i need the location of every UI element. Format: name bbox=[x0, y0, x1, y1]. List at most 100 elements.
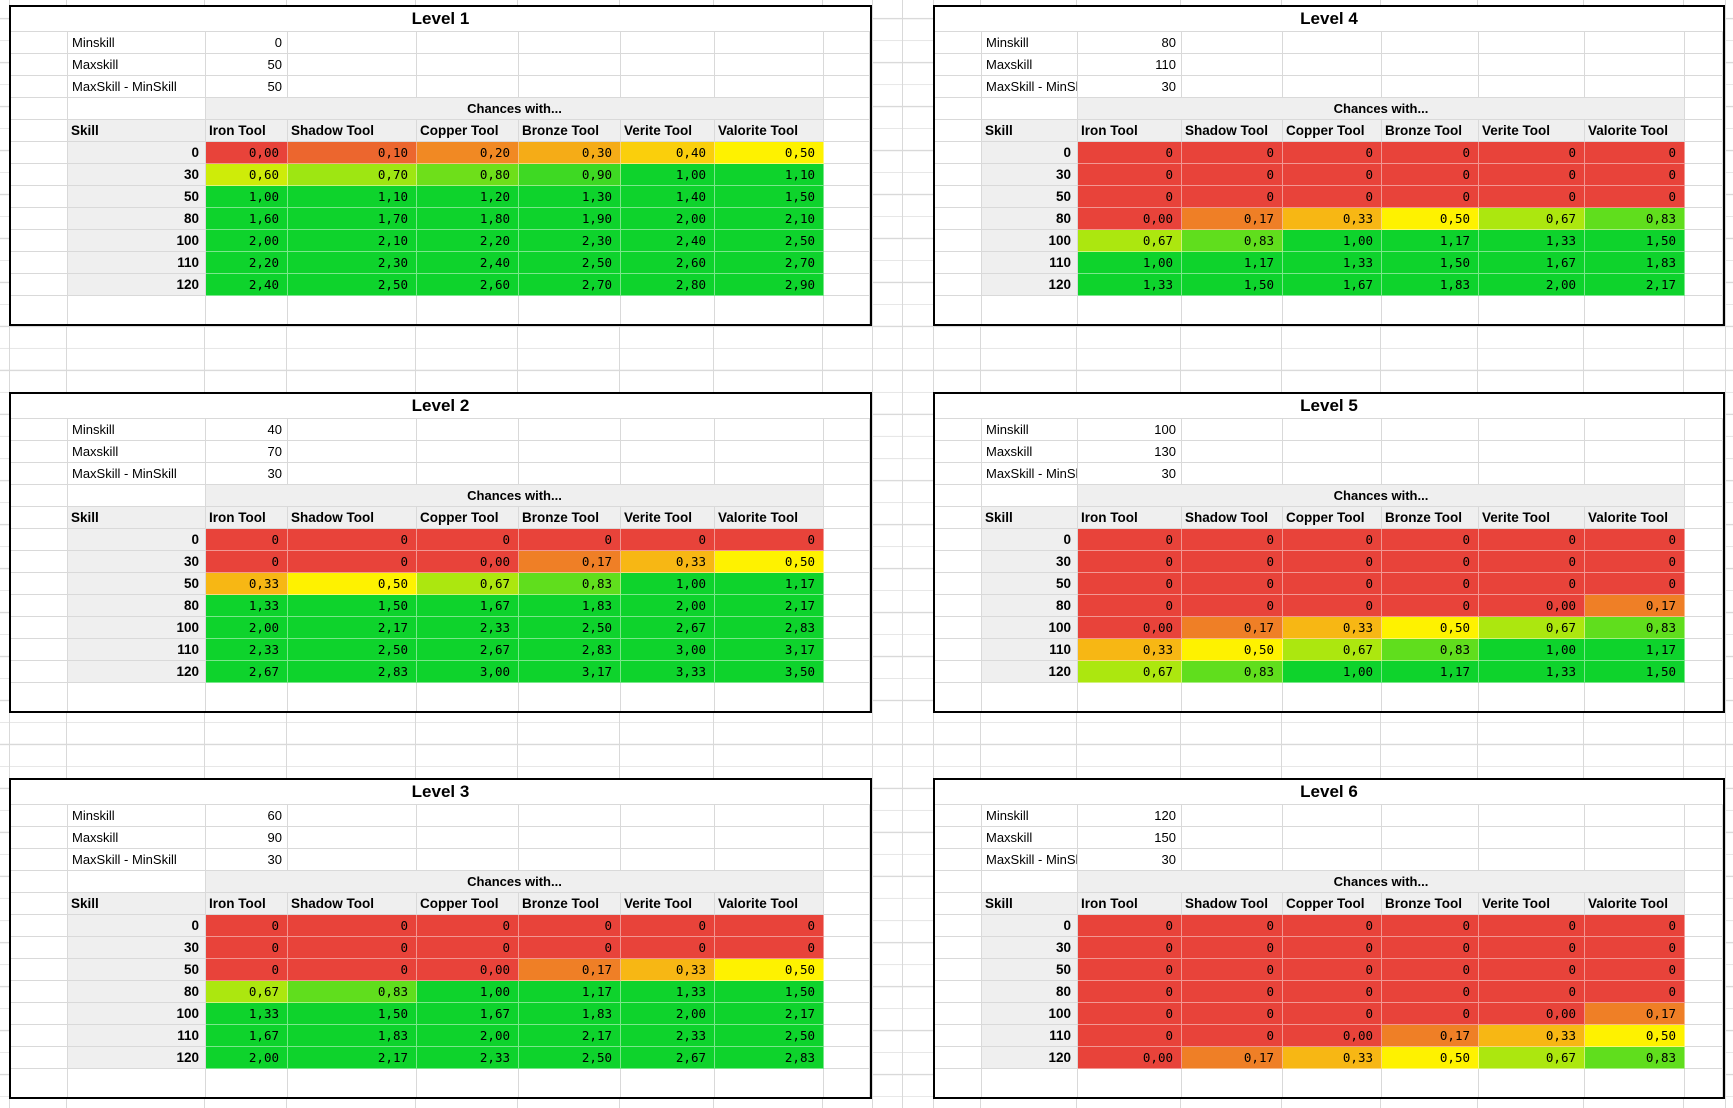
chance-cell[interactable]: 0,17 bbox=[1585, 595, 1685, 617]
chance-cell[interactable]: 1,50 bbox=[288, 1003, 417, 1025]
skill-row-header[interactable]: 120 bbox=[982, 661, 1078, 683]
chance-cell[interactable]: 0 bbox=[1078, 595, 1182, 617]
chance-cell[interactable]: 2,50 bbox=[715, 230, 824, 252]
chance-cell[interactable]: 0,60 bbox=[206, 164, 288, 186]
chance-cell[interactable]: 3,17 bbox=[715, 639, 824, 661]
chance-cell[interactable]: 0 bbox=[1078, 981, 1182, 1003]
chance-cell[interactable]: 2,33 bbox=[206, 639, 288, 661]
chance-cell[interactable]: 0,00 bbox=[417, 551, 519, 573]
chance-cell[interactable]: 0 bbox=[206, 915, 288, 937]
chances-with-header[interactable]: Chances with... bbox=[206, 98, 824, 120]
chance-cell[interactable]: 1,17 bbox=[1382, 661, 1479, 683]
minskill-label[interactable]: Minskill bbox=[982, 32, 1078, 54]
chance-cell[interactable]: 0,33 bbox=[1283, 617, 1382, 639]
chance-cell[interactable]: 0,17 bbox=[1585, 1003, 1685, 1025]
chance-cell[interactable]: 0,83 bbox=[288, 981, 417, 1003]
chance-cell[interactable]: 0 bbox=[1078, 529, 1182, 551]
chance-cell[interactable]: 0 bbox=[1182, 186, 1283, 208]
diff-label[interactable]: MaxSkill - MinSkill bbox=[68, 76, 206, 98]
chance-cell[interactable]: 0,33 bbox=[621, 551, 715, 573]
chance-cell[interactable]: 0 bbox=[621, 529, 715, 551]
chance-cell[interactable]: 0,80 bbox=[417, 164, 519, 186]
chance-cell[interactable]: 0 bbox=[1283, 959, 1382, 981]
chance-cell[interactable]: 0,67 bbox=[1479, 1047, 1585, 1069]
chance-cell[interactable]: 0,30 bbox=[519, 142, 621, 164]
skill-row-header[interactable]: 80 bbox=[982, 981, 1078, 1003]
chance-cell[interactable]: 1,90 bbox=[519, 208, 621, 230]
chance-cell[interactable]: 0,50 bbox=[1382, 1047, 1479, 1069]
chance-cell[interactable]: 2,17 bbox=[288, 1047, 417, 1069]
chance-cell[interactable]: 0 bbox=[519, 529, 621, 551]
chance-cell[interactable]: 0 bbox=[1382, 915, 1479, 937]
chance-cell[interactable]: 0 bbox=[1382, 573, 1479, 595]
minskill-label[interactable]: Minskill bbox=[68, 419, 206, 441]
tool-column-header[interactable]: Verite Tool bbox=[621, 507, 715, 529]
chance-cell[interactable]: 1,17 bbox=[1382, 230, 1479, 252]
skill-row-header[interactable]: 50 bbox=[68, 186, 206, 208]
table-title[interactable]: Level 1 bbox=[11, 7, 870, 32]
chance-cell[interactable]: 0 bbox=[1078, 186, 1182, 208]
tool-column-header[interactable]: Valorite Tool bbox=[1585, 893, 1685, 915]
tool-column-header[interactable]: Copper Tool bbox=[417, 120, 519, 142]
chance-cell[interactable]: 0 bbox=[519, 937, 621, 959]
chance-cell[interactable]: 2,33 bbox=[417, 1047, 519, 1069]
chance-cell[interactable]: 0 bbox=[1382, 937, 1479, 959]
tool-column-header[interactable]: Iron Tool bbox=[206, 893, 288, 915]
chance-cell[interactable]: 1,50 bbox=[715, 981, 824, 1003]
skill-column-header[interactable]: Skill bbox=[982, 507, 1078, 529]
chance-cell[interactable]: 2,20 bbox=[417, 230, 519, 252]
chance-cell[interactable]: 0 bbox=[1479, 142, 1585, 164]
chance-cell[interactable]: 0 bbox=[1283, 142, 1382, 164]
chance-cell[interactable]: 0,70 bbox=[288, 164, 417, 186]
skill-row-header[interactable]: 30 bbox=[68, 937, 206, 959]
chance-cell[interactable]: 0,67 bbox=[1078, 661, 1182, 683]
tool-column-header[interactable]: Bronze Tool bbox=[1382, 507, 1479, 529]
chance-cell[interactable]: 0,10 bbox=[288, 142, 417, 164]
chance-cell[interactable]: 1,17 bbox=[1182, 252, 1283, 274]
chance-cell[interactable]: 1,33 bbox=[1479, 230, 1585, 252]
chance-cell[interactable]: 0 bbox=[1283, 551, 1382, 573]
chance-cell[interactable]: 1,83 bbox=[519, 595, 621, 617]
chance-cell[interactable]: 2,67 bbox=[621, 617, 715, 639]
chance-cell[interactable]: 0,67 bbox=[1479, 208, 1585, 230]
chance-cell[interactable]: 0 bbox=[1479, 164, 1585, 186]
chance-cell[interactable]: 0 bbox=[417, 937, 519, 959]
skill-row-header[interactable]: 0 bbox=[982, 529, 1078, 551]
chance-cell[interactable]: 0,67 bbox=[417, 573, 519, 595]
maxskill-label[interactable]: Maxskill bbox=[982, 827, 1078, 849]
skill-row-header[interactable]: 0 bbox=[68, 529, 206, 551]
chance-cell[interactable]: 2,80 bbox=[621, 274, 715, 296]
tool-column-header[interactable]: Copper Tool bbox=[417, 507, 519, 529]
tool-column-header[interactable]: Shadow Tool bbox=[1182, 507, 1283, 529]
skill-row-header[interactable]: 80 bbox=[982, 595, 1078, 617]
skill-column-header[interactable]: Skill bbox=[68, 507, 206, 529]
skill-column-header[interactable]: Skill bbox=[982, 120, 1078, 142]
chance-cell[interactable]: 0,00 bbox=[206, 142, 288, 164]
tool-column-header[interactable]: Shadow Tool bbox=[1182, 120, 1283, 142]
chance-cell[interactable]: 1,67 bbox=[417, 595, 519, 617]
chance-cell[interactable]: 0 bbox=[1382, 142, 1479, 164]
chance-cell[interactable]: 2,00 bbox=[621, 1003, 715, 1025]
chance-cell[interactable]: 2,50 bbox=[288, 639, 417, 661]
skill-row-header[interactable]: 110 bbox=[68, 639, 206, 661]
chance-cell[interactable]: 3,00 bbox=[621, 639, 715, 661]
chance-cell[interactable]: 0 bbox=[1182, 915, 1283, 937]
chance-cell[interactable]: 0,50 bbox=[288, 573, 417, 595]
tool-column-header[interactable]: Bronze Tool bbox=[519, 120, 621, 142]
chance-cell[interactable]: 0,50 bbox=[1182, 639, 1283, 661]
skill-row-header[interactable]: 120 bbox=[68, 661, 206, 683]
chance-cell[interactable]: 3,17 bbox=[519, 661, 621, 683]
chance-cell[interactable]: 0 bbox=[1382, 186, 1479, 208]
chance-cell[interactable]: 1,00 bbox=[1479, 639, 1585, 661]
chance-cell[interactable]: 0 bbox=[1585, 573, 1685, 595]
maxskill-value[interactable]: 150 bbox=[1078, 827, 1182, 849]
tool-column-header[interactable]: Shadow Tool bbox=[1182, 893, 1283, 915]
chance-cell[interactable]: 0 bbox=[206, 551, 288, 573]
maxskill-value[interactable]: 90 bbox=[206, 827, 288, 849]
chance-cell[interactable]: 0 bbox=[1479, 551, 1585, 573]
chance-cell[interactable]: 0 bbox=[621, 915, 715, 937]
chance-cell[interactable]: 2,30 bbox=[519, 230, 621, 252]
chance-cell[interactable]: 1,00 bbox=[1283, 230, 1382, 252]
chance-cell[interactable]: 0 bbox=[1382, 551, 1479, 573]
chance-cell[interactable]: 1,17 bbox=[715, 573, 824, 595]
